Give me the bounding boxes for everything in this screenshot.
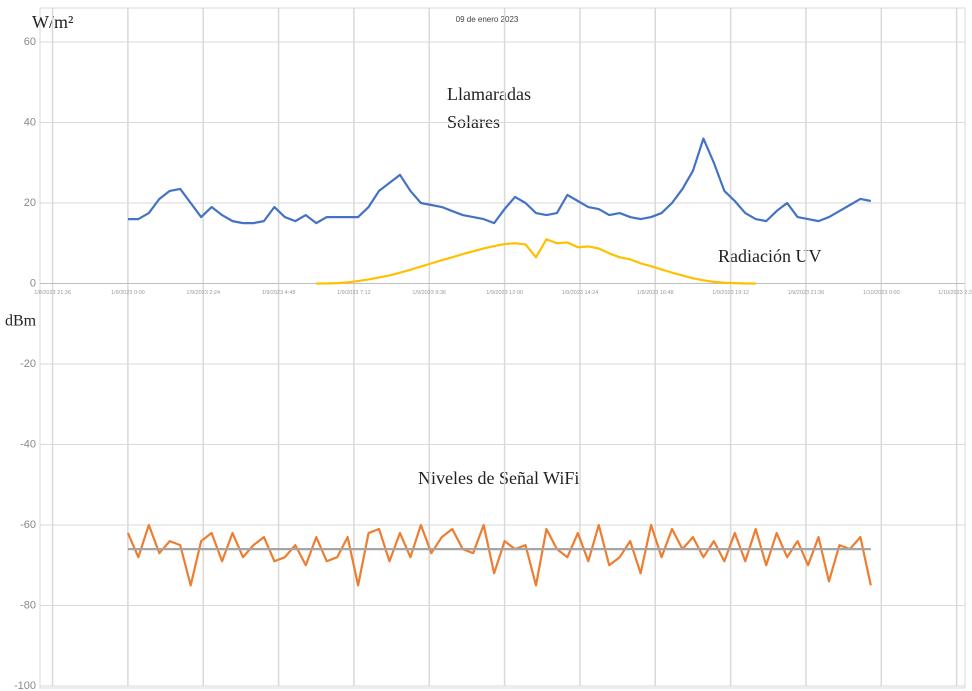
y-tick-label: 60 bbox=[24, 36, 36, 48]
series-line bbox=[127, 137, 872, 225]
y-tick-label: -20 bbox=[20, 358, 36, 370]
annotation: Radiación UV bbox=[718, 246, 821, 266]
x-tick-label: 1/9/2023 19:12 bbox=[712, 290, 749, 296]
series-line bbox=[316, 238, 756, 285]
x-tick-label: 1/9/2023 12:00 bbox=[486, 290, 523, 296]
x-tick-label: 1/9/2023 4:48 bbox=[262, 290, 296, 296]
x-tick-label: 1/9/2023 2:24 bbox=[186, 290, 220, 296]
x-tick-label: 1/10/2023 2:24 bbox=[938, 290, 972, 296]
x-tick-label: 1/9/2023 16:48 bbox=[637, 290, 674, 296]
x-tick-label: 1/9/2023 9:36 bbox=[412, 290, 446, 296]
y-tick-label: 20 bbox=[24, 197, 36, 209]
y-tick-label: -80 bbox=[20, 599, 36, 611]
x-tick-label: 1/9/2023 7:12 bbox=[337, 290, 371, 296]
x-tick-label: 1/9/2023 14:24 bbox=[562, 290, 599, 296]
y-tick-label: 0 bbox=[30, 277, 36, 289]
x-tick-label: 1/9/2023 21:36 bbox=[788, 290, 825, 296]
plot-frame bbox=[39, 7, 966, 689]
x-tick-label: 1/8/2023 21:36 bbox=[34, 290, 71, 296]
chart-title: 09 de enero 2023 bbox=[456, 15, 519, 24]
annotation: Llamaradas bbox=[447, 84, 531, 104]
y-tick-label: 40 bbox=[24, 116, 36, 128]
y-tick-label: -40 bbox=[20, 438, 36, 450]
y-label-bottom: dBm bbox=[5, 313, 37, 330]
y-tick-label: -60 bbox=[20, 519, 36, 531]
series-line bbox=[126, 523, 872, 587]
annotation: Niveles de Señal WiFi bbox=[418, 468, 579, 488]
x-tick-label: 1/9/2023 0:00 bbox=[111, 290, 145, 296]
x-tick-label: 1/10/2023 0:00 bbox=[863, 290, 900, 296]
y-tick-label: -100 bbox=[14, 680, 36, 691]
